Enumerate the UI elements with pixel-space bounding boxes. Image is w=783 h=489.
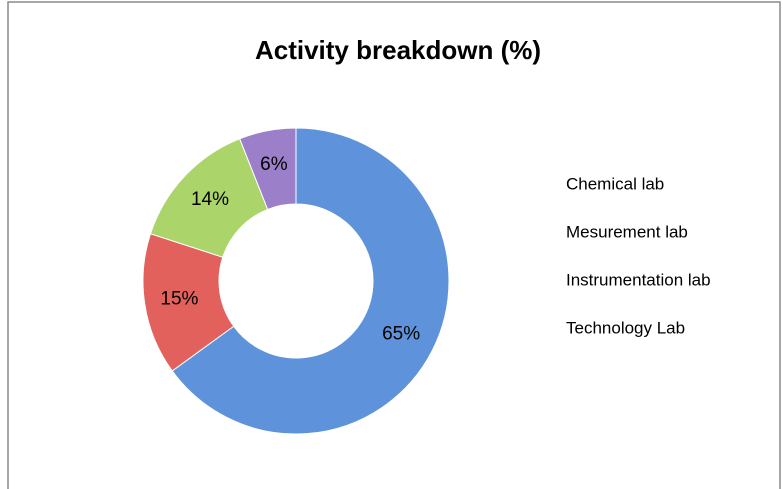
donut-slice — [171, 127, 450, 435]
chart-title: Activity breakdown (%) — [255, 35, 541, 65]
data-label: 6% — [260, 154, 288, 175]
legend-label: Chemical lab — [566, 174, 664, 193]
data-label: 15% — [160, 288, 198, 309]
legend-label: Instrumentation lab — [566, 270, 711, 289]
legend-label: Mesurement lab — [566, 222, 688, 241]
donut-slice — [239, 127, 297, 211]
data-label: 14% — [191, 189, 229, 210]
legend-label: Technology Lab — [566, 318, 685, 337]
data-label: 65% — [382, 324, 420, 345]
